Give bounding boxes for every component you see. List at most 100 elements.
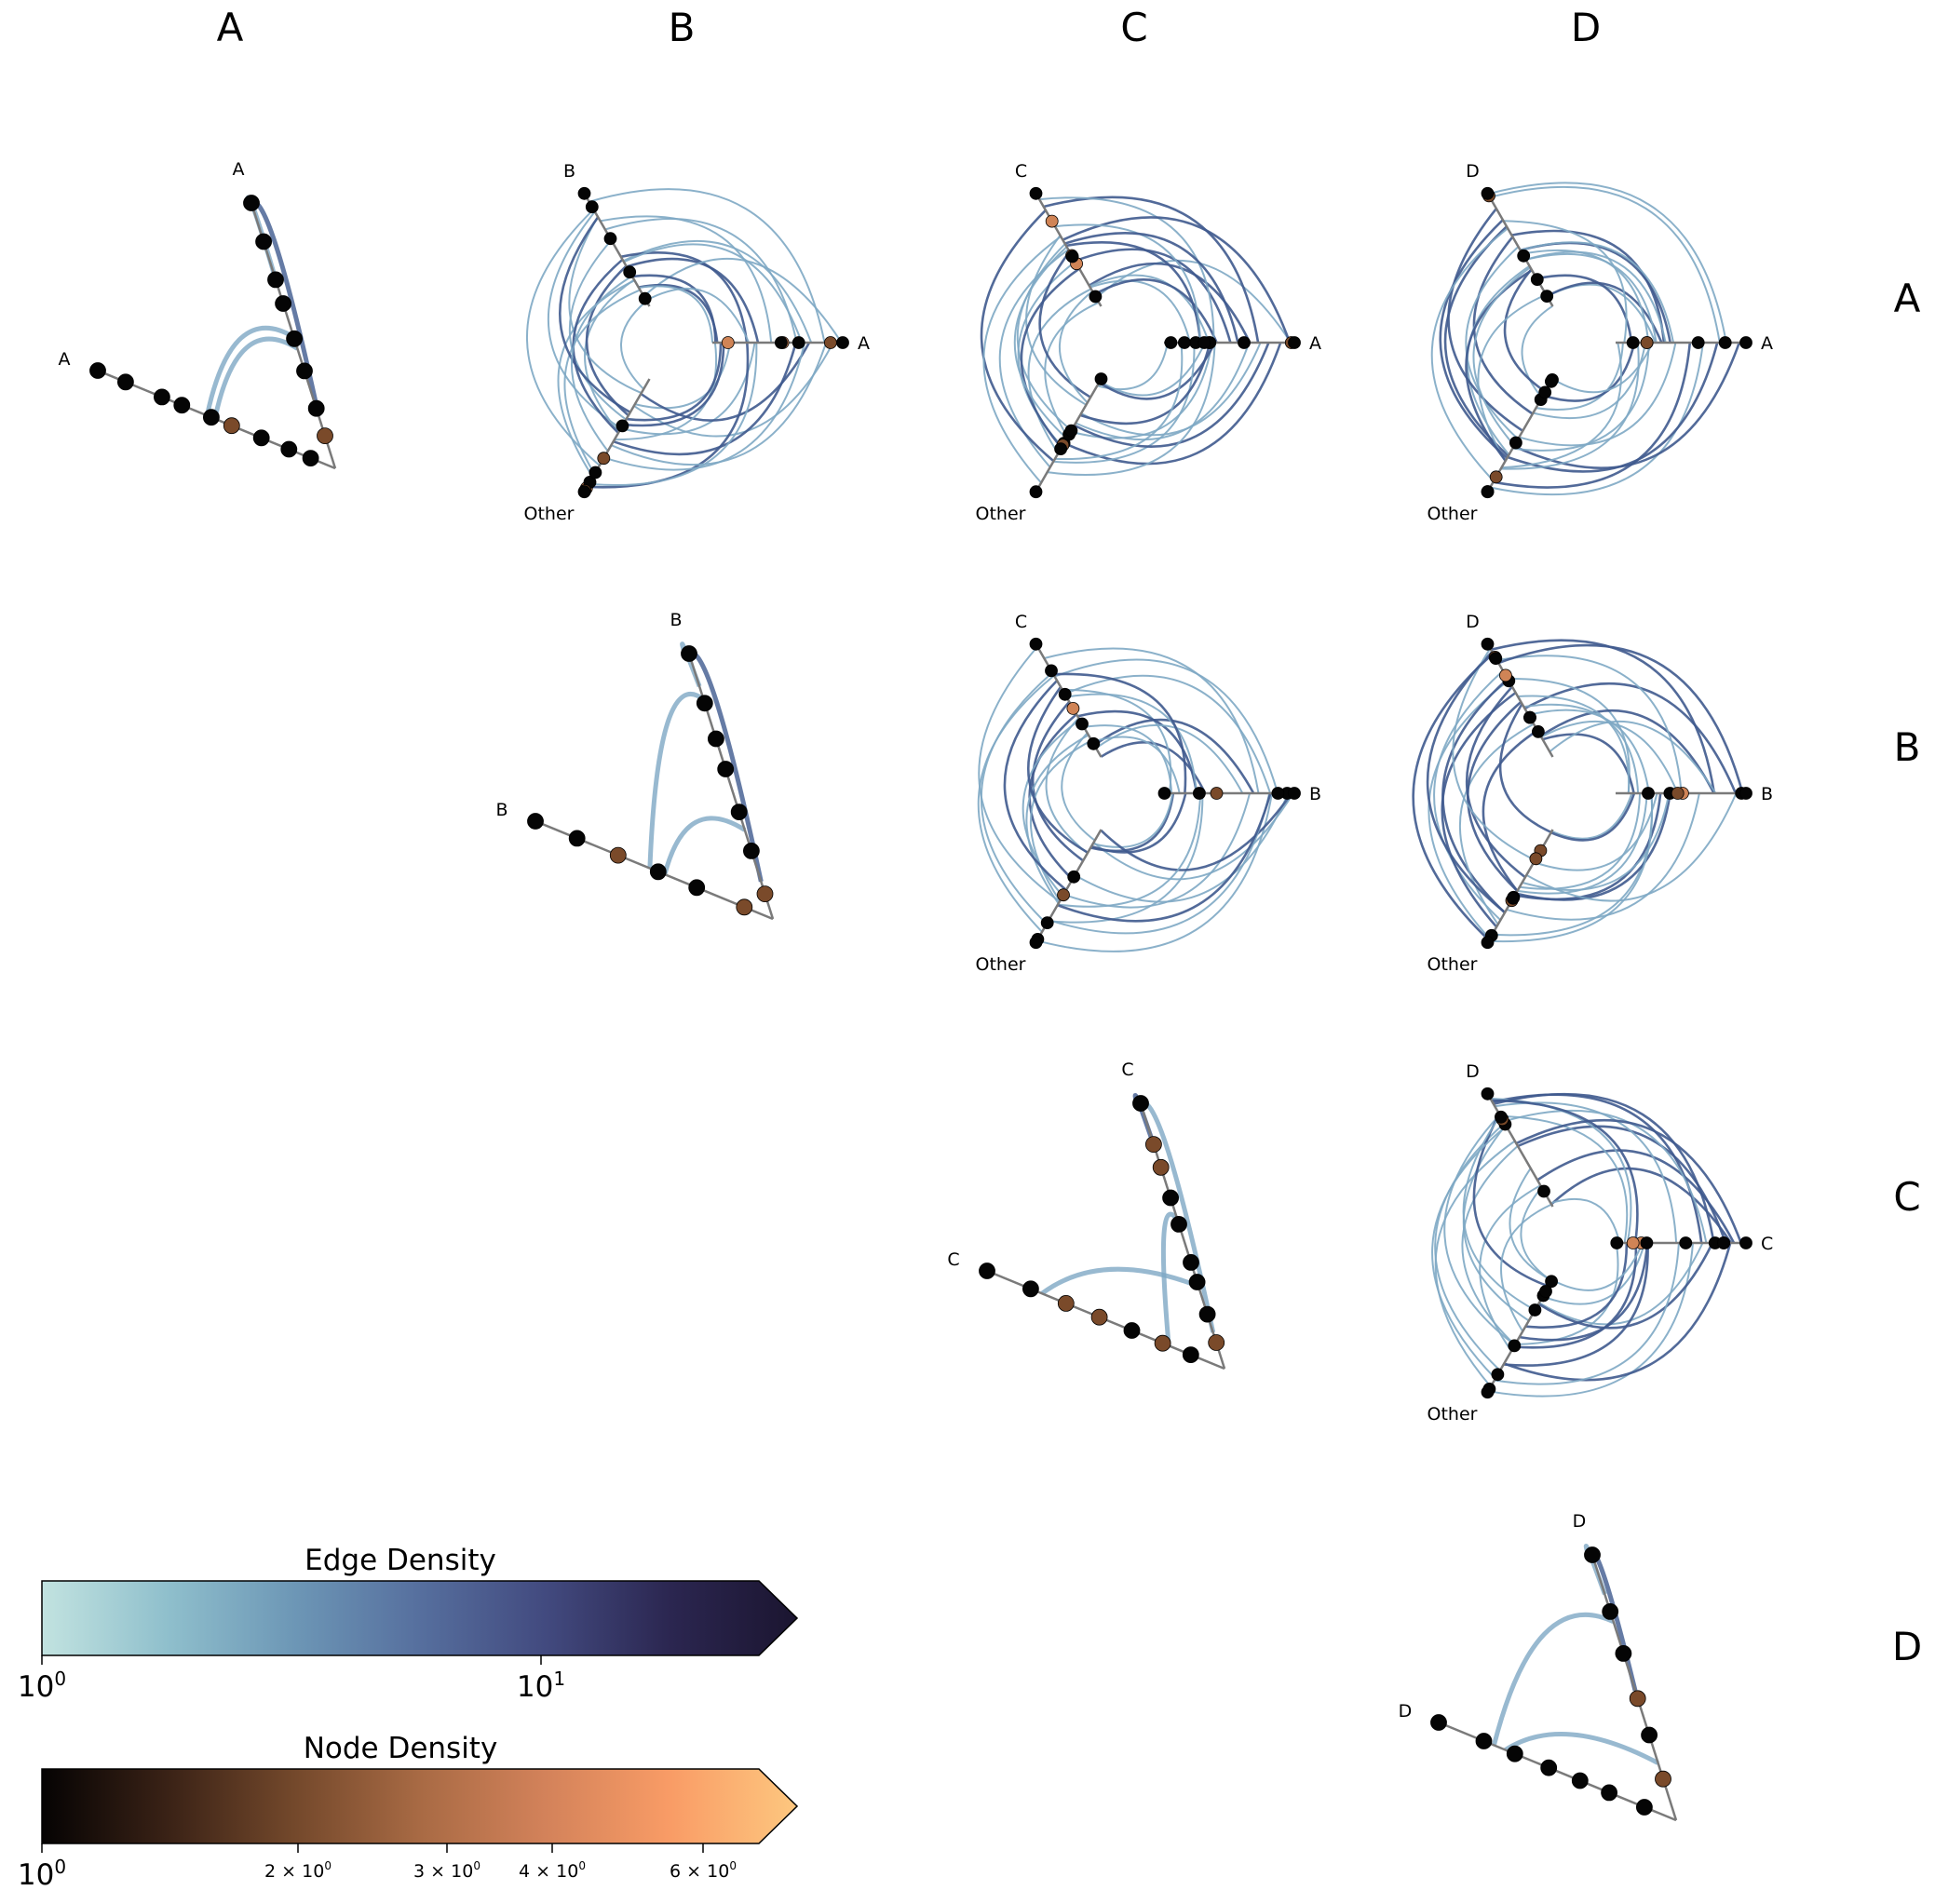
node bbox=[223, 417, 240, 435]
node bbox=[1065, 250, 1079, 263]
edge bbox=[1507, 342, 1719, 473]
column-title-c: C bbox=[1120, 5, 1147, 50]
node bbox=[1152, 1158, 1170, 1176]
edge bbox=[1443, 1114, 1516, 1346]
edge bbox=[559, 216, 631, 414]
edge bbox=[1487, 182, 1727, 344]
axis-label-other: Other bbox=[1428, 1404, 1478, 1425]
node bbox=[1430, 1714, 1447, 1731]
node bbox=[708, 730, 724, 748]
node-tick-label: 2 × 100 bbox=[264, 1859, 332, 1882]
edge bbox=[1066, 693, 1198, 794]
edge bbox=[1550, 792, 1636, 842]
axis-line bbox=[687, 653, 775, 920]
edge bbox=[1542, 733, 1635, 794]
node bbox=[1717, 1236, 1730, 1249]
edge bbox=[1452, 648, 1536, 861]
node bbox=[1045, 664, 1058, 678]
node bbox=[1198, 1305, 1216, 1323]
node-tick-label: 4 × 100 bbox=[519, 1859, 586, 1882]
node bbox=[1054, 442, 1067, 456]
node bbox=[1029, 485, 1043, 499]
axis-label-c: C bbox=[1761, 1234, 1773, 1254]
edge bbox=[1522, 792, 1671, 891]
node bbox=[252, 429, 270, 447]
node bbox=[1602, 1603, 1619, 1620]
panel-cd-edges bbox=[1431, 1092, 1742, 1398]
node bbox=[979, 1263, 995, 1279]
edge bbox=[1058, 290, 1093, 404]
node bbox=[1523, 710, 1536, 724]
edge bbox=[1083, 724, 1173, 794]
node bbox=[1671, 787, 1685, 800]
edge bbox=[570, 275, 633, 452]
node bbox=[1640, 336, 1654, 349]
edge bbox=[1490, 639, 1716, 794]
edge bbox=[1074, 342, 1270, 448]
panel-dd-edges bbox=[1491, 1544, 1659, 1765]
node bbox=[1691, 336, 1705, 349]
edge bbox=[1482, 729, 1538, 892]
edge bbox=[1467, 700, 1522, 892]
node bbox=[1506, 1745, 1523, 1762]
edge bbox=[1013, 246, 1068, 439]
node bbox=[1208, 1334, 1225, 1351]
panel-ab-edges bbox=[526, 188, 843, 489]
edge bbox=[1045, 717, 1089, 855]
axis-label-b: B bbox=[1309, 784, 1321, 804]
edge bbox=[1062, 792, 1252, 909]
node-density-colorbar: Node Density 100 2 × 100 3 × 100 4 × 100 6 × … bbox=[18, 1732, 799, 1892]
panel-bc: C B Other bbox=[976, 612, 1322, 975]
node bbox=[1198, 336, 1211, 349]
node bbox=[824, 336, 837, 349]
edge bbox=[1076, 709, 1198, 794]
node bbox=[1029, 186, 1043, 200]
node bbox=[1210, 787, 1224, 800]
panel-bb: BB bbox=[495, 610, 775, 921]
node bbox=[589, 466, 602, 479]
axis-label-c: C bbox=[1121, 1060, 1133, 1080]
edge bbox=[1030, 739, 1092, 902]
edge bbox=[1049, 792, 1271, 935]
node bbox=[255, 233, 273, 250]
node bbox=[1517, 249, 1531, 263]
edge bbox=[1439, 219, 1509, 459]
node bbox=[681, 645, 697, 662]
node bbox=[1123, 1322, 1141, 1339]
panel-bc-edges bbox=[977, 645, 1294, 952]
edge bbox=[1536, 1149, 1736, 1244]
row-title-a: A bbox=[1894, 276, 1921, 321]
edge bbox=[587, 342, 750, 489]
edge bbox=[1426, 651, 1506, 913]
edge bbox=[1053, 672, 1187, 794]
edge bbox=[1477, 293, 1547, 462]
row-title-b: B bbox=[1894, 724, 1921, 770]
node bbox=[1066, 702, 1080, 715]
node bbox=[1154, 1334, 1171, 1352]
node bbox=[577, 186, 591, 200]
node bbox=[1507, 891, 1520, 905]
edge bbox=[1441, 678, 1509, 914]
node bbox=[1481, 637, 1495, 651]
node bbox=[1545, 374, 1558, 388]
node bbox=[1641, 1726, 1658, 1744]
edge bbox=[1091, 736, 1181, 794]
node bbox=[1610, 1236, 1624, 1249]
edge bbox=[1465, 246, 1520, 440]
node bbox=[688, 879, 706, 897]
edge bbox=[1472, 236, 1534, 415]
node bbox=[1288, 336, 1301, 349]
node bbox=[1288, 787, 1301, 800]
node bbox=[756, 885, 774, 902]
edge bbox=[1500, 1203, 1552, 1332]
node bbox=[1094, 372, 1108, 385]
panel-bb-edges bbox=[647, 641, 764, 883]
edge bbox=[1507, 678, 1631, 794]
node bbox=[1481, 936, 1495, 950]
colorbars: Edge Density 100 101 Node Density 100 2 × 100… bbox=[18, 1544, 799, 1892]
edge bbox=[1550, 1198, 1621, 1244]
panel-aa: AA bbox=[59, 159, 337, 470]
edge bbox=[978, 645, 1061, 903]
node bbox=[1626, 336, 1640, 349]
edge bbox=[1020, 267, 1080, 449]
